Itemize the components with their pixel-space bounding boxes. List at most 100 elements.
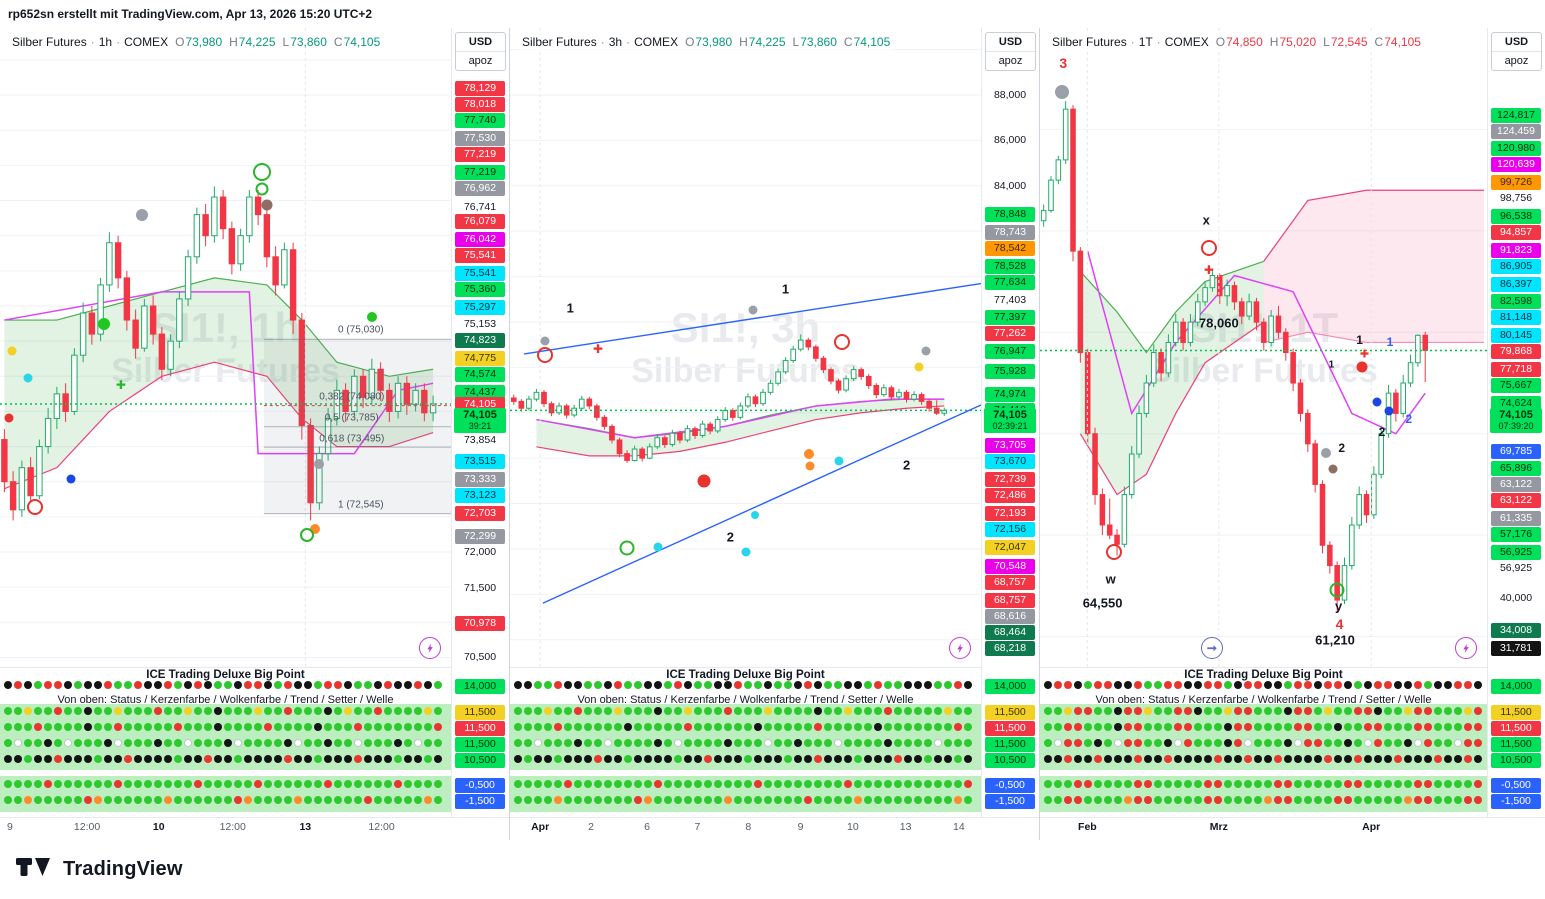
price-axis[interactable]: USD apoz 88,000 86,000 84,000 78,848 78,743 7… (981, 28, 1039, 668)
price-scale-label: 72,703 (455, 505, 505, 521)
ohlc-value: 72,545 (1330, 35, 1368, 49)
candlestick-chart[interactable] (0, 28, 451, 667)
indicator-scale-label: 10,500 (1491, 753, 1541, 768)
chart-panel-1d: SI1!, 1T Silber Futures Silber Futures·1… (1040, 28, 1545, 840)
go-to-realtime-icon[interactable]: ➞ (1200, 637, 1223, 659)
indicator-scale-label: 11,500 (985, 705, 1035, 720)
time-tick: 10 (847, 821, 859, 833)
candlestick-chart[interactable] (510, 28, 981, 667)
time-axis[interactable]: Feb Mrz Apr (1040, 818, 1487, 840)
time-axis[interactable]: 9 12:00 10 12:00 13 12:00 (0, 818, 451, 840)
time-axis[interactable]: Apr 2 6 7 8 9 10 13 14 (510, 818, 981, 840)
time-tick: 12:00 (219, 821, 246, 833)
indicator-dot-row (514, 796, 979, 806)
bar-countdown: 39:21 (468, 420, 492, 431)
ohlc-key: H (1269, 35, 1279, 49)
flash-icon[interactable] (1455, 637, 1477, 659)
tradingview-logo-icon (16, 858, 50, 876)
price-scale-label: 81,148 (1491, 310, 1541, 326)
indicator-axis[interactable]: 14,000 11,500 11,500 11,500 10,500 -0,500 -1,5… (981, 668, 1039, 818)
indicator-pane[interactable]: ICE Trading Deluxe Big Point Von oben: S… (0, 668, 451, 818)
ohlc-key: L (282, 35, 290, 49)
indicator-scale-label: 14,000 (455, 679, 505, 694)
axis-unit: apoz (456, 51, 505, 67)
axis-unit-box[interactable]: USD apoz (1491, 32, 1542, 71)
indicator-scale-label: 11,500 (455, 705, 505, 720)
indicator-scale-label: 11,500 (1491, 737, 1541, 752)
price-scale-label: 72,299 (455, 528, 505, 544)
price-axis[interactable]: USD apoz 78,129 78,018 77,740 77,530 77,219 7… (451, 28, 509, 668)
price-scale-label: 74,974 (985, 386, 1035, 402)
symbol-header[interactable]: Silber Futures · 1T · COMEX O74,850 H75,020 L72… (1048, 34, 1425, 50)
indicator-title: ICE Trading Deluxe Big Point (1184, 669, 1343, 681)
ohlc-value: 74,225 (748, 35, 786, 49)
chart-canvas-1d[interactable]: SI1!, 1T Silber Futures Silber Futures·1… (1040, 28, 1487, 668)
chart-canvas-3h[interactable]: SI1!, 3h Silber Futures Silber Futures · 3… (510, 28, 981, 668)
flash-icon[interactable] (419, 637, 441, 659)
flash-icon[interactable] (949, 637, 971, 659)
ohlc-key: O (685, 35, 695, 49)
timeframe[interactable]: 3h (608, 35, 623, 49)
price-scale-label: 70,978 (455, 615, 505, 631)
price-scale-label: 75,541 (455, 265, 505, 281)
time-tick: 8 (745, 821, 752, 833)
price-scale-label: 75,541 (455, 248, 505, 264)
time-tick: 14 (953, 821, 965, 833)
ohlc-key: H (229, 35, 238, 49)
indicator-dot-row (1044, 739, 1485, 749)
indicator-dot-row (4, 796, 449, 806)
indicator-pane[interactable]: ICE Trading Deluxe Big Point Von oben: S… (510, 668, 981, 818)
price-scale-label: 57,176 (1491, 527, 1541, 543)
price-scale-label: 77,634 (985, 275, 1035, 291)
indicator-axis[interactable]: 14,000 11,500 11,500 11,500 10,500 -0,500 -1,5… (1487, 668, 1545, 818)
price-scale-label: 68,757 (985, 575, 1035, 591)
axis-unit-box[interactable]: USD apoz (455, 32, 506, 71)
indicator-scale-label: -0,500 (455, 778, 505, 793)
separator: · (626, 35, 631, 49)
axis-currency: USD (998, 36, 1023, 48)
timeframe[interactable]: 1h (98, 35, 113, 49)
separator: · (600, 35, 605, 49)
time-tick: 7 (694, 821, 701, 833)
price-axis[interactable]: USD apoz 124,817 124,459 120,980 120,639 99,… (1487, 28, 1545, 668)
current-price-label: 74,105 02:39:21 (984, 407, 1036, 433)
price-scale-label: 65,896 (1491, 460, 1541, 476)
price-scale-label: 77,403 (993, 293, 1027, 306)
indicator-axis[interactable]: 14,000 11,500 11,500 11,500 10,500 -0,500 -1,5… (451, 668, 509, 818)
ohlc-value: 73,860 (800, 35, 837, 49)
indicator-scale-label: 11,500 (985, 737, 1035, 752)
price-scale-label: 86,000 (993, 133, 1027, 146)
price-scale-label: 73,705 (985, 437, 1035, 453)
indicator-dot-row (4, 723, 449, 733)
price-scale-label: 68,757 (985, 592, 1035, 608)
indicator-pane[interactable]: ICE Trading Deluxe Big Point Von oben: S… (1040, 668, 1487, 818)
price-scale-label: 73,333 (455, 471, 505, 487)
price-scale-label: 120,980 (1491, 140, 1541, 156)
price-scale-label: 78,848 (985, 207, 1035, 223)
indicator-dot-row (1044, 796, 1485, 806)
tradingview-logo[interactable] (16, 855, 54, 884)
price-scale-label: 71,500 (463, 581, 497, 594)
ohlc-values: O73,980 H74,225 L73,860 C74,105 (678, 35, 890, 49)
ohlc-key: C (1374, 35, 1384, 49)
timeframe[interactable]: 1T (1138, 35, 1153, 49)
price-scale-label: 63,122 (1491, 493, 1541, 509)
arrow-icon: ➞ (1206, 641, 1217, 655)
symbol-header[interactable]: Silber Futures · 1h · COMEX O73,980 H74,225 L73… (8, 34, 385, 50)
price-scale-label: 76,042 (455, 231, 505, 247)
axis-unit-box[interactable]: USD apoz (985, 32, 1036, 71)
price-scale-label: 74,624 (1491, 395, 1541, 411)
price-scale-label: 75,360 (455, 282, 505, 298)
indicator-dot-row (4, 681, 449, 691)
symbol-header[interactable]: Silber Futures · 3h · COMEX O73,980 H74,225 L73… (518, 34, 895, 50)
ohlc-value: 74,225 (238, 35, 276, 49)
price-scale-label: 77,397 (985, 309, 1035, 325)
lightning-icon (956, 643, 963, 653)
indicator-title: ICE Trading Deluxe Big Point (146, 669, 305, 681)
chart-canvas-1h[interactable]: SI1!, 1h Silber Futures Silber Futures·1… (0, 28, 451, 668)
time-tick: 13 (299, 821, 312, 833)
price-scale-label: 76,079 (455, 214, 505, 230)
time-tick: Apr (531, 821, 550, 833)
candlestick-chart[interactable] (1040, 28, 1487, 667)
bar-countdown: 07:39:20 (1498, 420, 1534, 431)
